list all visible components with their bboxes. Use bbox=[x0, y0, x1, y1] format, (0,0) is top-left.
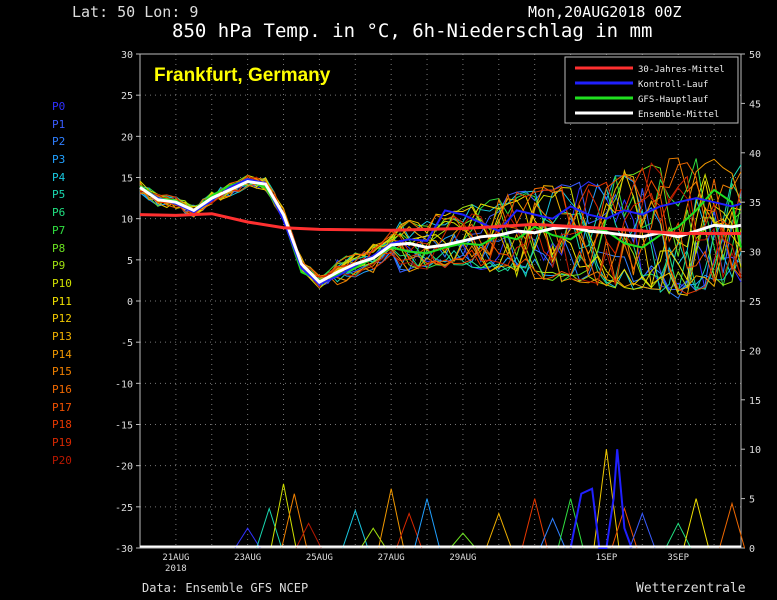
right-tick-label: 35 bbox=[749, 198, 761, 209]
x-tick-label: 3SEP bbox=[667, 553, 689, 563]
member-label: P3 bbox=[52, 153, 66, 167]
data-source: Data: Ensemble GFS NCEP bbox=[142, 581, 309, 595]
left-tick-label: -30 bbox=[115, 544, 133, 555]
chart-legend: 30-Jahres-Mittel Kontroll-Lauf GFS-Hauptla… bbox=[564, 56, 739, 124]
right-tick-label: 10 bbox=[749, 445, 761, 456]
left-tick-label: 20 bbox=[121, 132, 133, 143]
precip-spike bbox=[521, 498, 548, 549]
left-tick-label: -15 bbox=[115, 421, 133, 432]
member-label: P4 bbox=[52, 170, 66, 184]
ensemble-mean-line bbox=[139, 180, 742, 284]
precip-spike bbox=[270, 483, 297, 549]
precip-spike bbox=[342, 508, 369, 549]
precip-spike bbox=[485, 511, 512, 549]
legend-label: Kontroll-Lauf bbox=[638, 80, 708, 90]
member-label: P9 bbox=[52, 259, 66, 273]
precip-spike bbox=[450, 532, 476, 549]
member-label: P11 bbox=[52, 294, 72, 308]
precip-spike bbox=[295, 522, 322, 549]
member-label: P0 bbox=[52, 100, 66, 113]
member-label: P8 bbox=[52, 241, 66, 255]
member-label: P17 bbox=[52, 400, 72, 414]
precip-spike bbox=[281, 493, 308, 549]
member-line bbox=[139, 174, 742, 279]
member-label: P1 bbox=[52, 117, 66, 131]
member-label: P19 bbox=[52, 436, 72, 450]
x-tick-label: 25AUG bbox=[306, 553, 333, 563]
right-tick-label: 40 bbox=[749, 149, 761, 160]
precip-spike bbox=[234, 527, 261, 549]
left-tick-label: 0 bbox=[127, 297, 133, 308]
member-line bbox=[139, 173, 742, 283]
precip-spike bbox=[665, 522, 692, 549]
left-tick-label: 25 bbox=[121, 91, 133, 102]
left-tick-label: -5 bbox=[121, 338, 133, 349]
right-tick-label: 20 bbox=[749, 346, 761, 357]
location-label-group: Frankfurt, Germany bbox=[154, 65, 331, 86]
x-tick-label: 21AUG bbox=[162, 553, 189, 563]
member-label: P10 bbox=[52, 276, 72, 290]
precip-spike bbox=[256, 506, 283, 549]
legend-label: GFS-Hauptlauf bbox=[638, 95, 708, 105]
precip-spike bbox=[683, 498, 710, 549]
precip-series bbox=[140, 449, 746, 549]
legend-label: 30-Jahres-Mittel bbox=[638, 65, 725, 75]
x-tick-sublabel: 2018 bbox=[165, 564, 187, 574]
left-tick-label: -25 bbox=[115, 503, 133, 514]
member-label: P5 bbox=[52, 188, 66, 202]
member-line bbox=[139, 179, 742, 291]
right-tick-label: 5 bbox=[749, 495, 755, 506]
member-label: P7 bbox=[52, 223, 66, 237]
precip-spike bbox=[629, 511, 656, 549]
chart-title: 850 hPa Temp. in °C, 6h-Niederschlag in … bbox=[172, 20, 653, 42]
member-label: P16 bbox=[52, 383, 72, 396]
ensemble-member-labels: P0 P1 P2 P3 P4 P5 P6 P7 P8 P9 P10 P11 P12 P13 P14 P15 P1… bbox=[52, 98, 72, 469]
chart-axes: 302520151050-5-10-15-20-25-3050454035302… bbox=[115, 50, 761, 574]
climatology-line bbox=[139, 212, 741, 235]
member-label: P13 bbox=[52, 329, 72, 343]
precip-spike bbox=[378, 488, 405, 549]
right-tick-label: 45 bbox=[749, 99, 761, 110]
chart-grid bbox=[139, 53, 741, 549]
left-tick-label: 30 bbox=[121, 50, 133, 61]
member-label: P18 bbox=[52, 418, 72, 432]
latlon-label: Lat: 50 Lon: 9 bbox=[72, 3, 199, 21]
run-date: Mon,20AUG2018 00Z bbox=[528, 3, 682, 21]
right-tick-label: 50 bbox=[749, 50, 761, 61]
precip-spike bbox=[414, 498, 441, 549]
left-tick-label: 15 bbox=[121, 174, 133, 185]
right-tick-label: 0 bbox=[749, 544, 755, 555]
member-label: P20 bbox=[52, 453, 72, 467]
member-label: P2 bbox=[52, 135, 66, 149]
main-series bbox=[139, 178, 742, 286]
brand-label: Wetterzentrale bbox=[636, 581, 746, 596]
member-label: P12 bbox=[52, 312, 72, 326]
control-precip-line bbox=[569, 449, 633, 549]
member-label: P15 bbox=[52, 365, 72, 379]
left-tick-label: 5 bbox=[127, 256, 133, 267]
left-tick-label: 10 bbox=[121, 215, 133, 226]
right-tick-label: 15 bbox=[749, 396, 761, 407]
member-label: P14 bbox=[52, 347, 72, 361]
right-tick-label: 25 bbox=[749, 297, 761, 308]
legend-label: Ensemble-Mittel bbox=[638, 110, 719, 120]
x-tick-label: 27AUG bbox=[378, 553, 405, 563]
precip-spike bbox=[593, 449, 620, 549]
right-tick-label: 30 bbox=[749, 248, 761, 259]
precip-spike bbox=[360, 527, 387, 549]
member-label: P6 bbox=[52, 206, 66, 220]
location-label: Frankfurt, Germany bbox=[154, 65, 331, 86]
precip-spike bbox=[719, 501, 746, 549]
left-tick-label: -10 bbox=[115, 379, 133, 390]
x-tick-label: 23AUG bbox=[234, 553, 261, 563]
x-tick-label: 1SEP bbox=[596, 553, 618, 563]
precip-spike bbox=[611, 506, 638, 549]
control-line bbox=[139, 178, 742, 286]
x-tick-label: 29AUG bbox=[449, 553, 476, 563]
left-tick-label: -20 bbox=[115, 462, 133, 473]
precip-spike bbox=[557, 498, 584, 549]
